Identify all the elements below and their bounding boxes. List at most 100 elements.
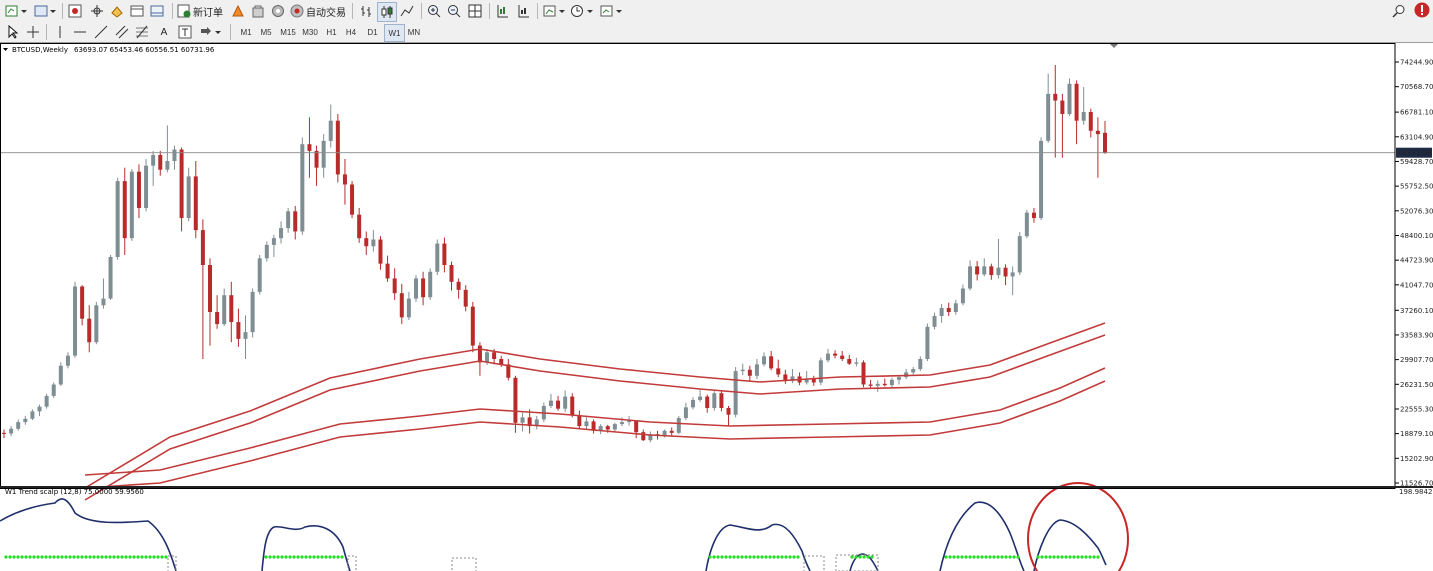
tile-windows-button[interactable]	[466, 2, 484, 20]
signal-dot	[724, 555, 728, 559]
indicator-level-box	[451, 557, 477, 571]
alerts-button[interactable]	[1412, 1, 1432, 19]
templates-button[interactable]	[598, 2, 624, 20]
oscillator-line	[261, 525, 351, 571]
candle	[932, 312, 937, 330]
timeframe-h1[interactable]: H1	[326, 27, 337, 37]
timeframe-m15[interactable]: M15	[280, 27, 296, 37]
zoom-out-icon	[448, 5, 461, 18]
crosshair-tool-icon	[27, 26, 39, 38]
candlestick-button[interactable]	[377, 2, 397, 22]
candle	[897, 375, 902, 385]
signal-dot	[1004, 555, 1008, 559]
candle	[421, 271, 426, 306]
candle	[1024, 209, 1029, 239]
chart-window[interactable]: 74244.90 70568.70 66781.10 63104.90 59428.70…	[0, 43, 1433, 571]
zoom-in-button[interactable]	[425, 2, 443, 20]
periods-button[interactable]	[569, 2, 595, 20]
signal-dot	[96, 555, 100, 559]
candle	[726, 405, 731, 427]
signal-dot	[328, 555, 332, 559]
signal-dot	[968, 555, 972, 559]
arrows-icon	[201, 27, 221, 35]
new-chart-button[interactable]	[3, 2, 29, 20]
chart-shift-marker[interactable]	[1110, 44, 1118, 48]
horizontal-line-tool[interactable]	[72, 23, 88, 41]
signal-dot	[780, 555, 784, 559]
oscillator-line	[939, 501, 1025, 571]
timeframe-m30[interactable]: M30	[302, 27, 318, 37]
chart-shift-button[interactable]	[514, 2, 532, 20]
signal-dot	[870, 555, 874, 559]
signal-dot	[28, 555, 32, 559]
vertical-line-tool[interactable]	[52, 23, 68, 41]
arrows-tool[interactable]	[198, 23, 224, 41]
candle	[982, 258, 987, 277]
line-chart-button[interactable]	[398, 2, 416, 20]
signals-button[interactable]	[269, 2, 287, 20]
candle	[300, 137, 305, 235]
cursor-icon	[8, 25, 19, 39]
search-button[interactable]	[1391, 2, 1407, 20]
signal-dot	[866, 555, 870, 559]
signal-dot	[152, 555, 156, 559]
candle	[357, 207, 362, 243]
autoscroll-button[interactable]	[493, 2, 511, 20]
signal-dot	[136, 555, 140, 559]
candle	[406, 291, 411, 321]
candle	[307, 117, 312, 178]
candle	[783, 369, 788, 384]
crosshair-button[interactable]	[88, 2, 106, 20]
new-order-button[interactable]: 新订单	[177, 2, 225, 20]
autoscroll-icon	[497, 5, 508, 18]
moving-average-line	[84, 322, 1106, 489]
metaeditor-button[interactable]	[229, 2, 247, 20]
market-button[interactable]	[249, 2, 267, 20]
crosshair-tool[interactable]	[25, 23, 41, 41]
candle	[612, 422, 617, 432]
timeframe-m1[interactable]: M1	[240, 27, 252, 37]
timeframe-w1[interactable]: W1	[384, 24, 405, 42]
candle	[101, 278, 106, 309]
signal-dot	[164, 555, 168, 559]
candle	[1031, 207, 1036, 223]
candle	[286, 207, 291, 233]
timeframe-h4[interactable]: H4	[345, 27, 357, 37]
autotrading-button[interactable]: 自动交易	[290, 2, 346, 20]
signal-dot	[280, 555, 284, 559]
candle	[975, 260, 980, 281]
signal-dot	[1068, 555, 1072, 559]
channel-tool[interactable]	[114, 23, 130, 41]
text-tool[interactable]: A	[156, 23, 172, 41]
new-order-label: 新订单	[193, 7, 223, 19]
zoom-out-button[interactable]	[445, 2, 463, 20]
timeframe-mn[interactable]: MN	[407, 27, 421, 37]
bar-chart-button[interactable]	[357, 2, 375, 20]
data-window-button[interactable]	[108, 2, 126, 20]
timeframe-d1[interactable]: D1	[367, 27, 378, 37]
indicators-button[interactable]	[541, 2, 567, 20]
fibonacci-tool[interactable]	[134, 23, 150, 41]
candle	[30, 409, 35, 421]
candle	[73, 281, 78, 358]
indicator-subwindow[interactable]	[0, 482, 1129, 571]
signal-dot	[948, 555, 952, 559]
signal-dot	[72, 555, 76, 559]
candle	[51, 382, 56, 398]
price-chart[interactable]	[0, 64, 1395, 501]
cursor-tool[interactable]	[5, 23, 21, 41]
candle	[776, 359, 781, 378]
properties-button[interactable]	[66, 2, 84, 20]
signal-dot	[1048, 555, 1052, 559]
trendline-tool[interactable]	[93, 23, 109, 41]
signal-dot	[1044, 555, 1048, 559]
candle	[250, 288, 255, 338]
candle	[1060, 93, 1065, 158]
navigator-button[interactable]	[128, 2, 146, 20]
profiles-button[interactable]	[32, 2, 58, 20]
timeframe-m5[interactable]: M5	[260, 27, 272, 37]
terminal-button[interactable]	[148, 2, 166, 20]
text-label-tool[interactable]	[177, 23, 193, 41]
signal-dot	[980, 555, 984, 559]
signal-dot	[12, 555, 16, 559]
